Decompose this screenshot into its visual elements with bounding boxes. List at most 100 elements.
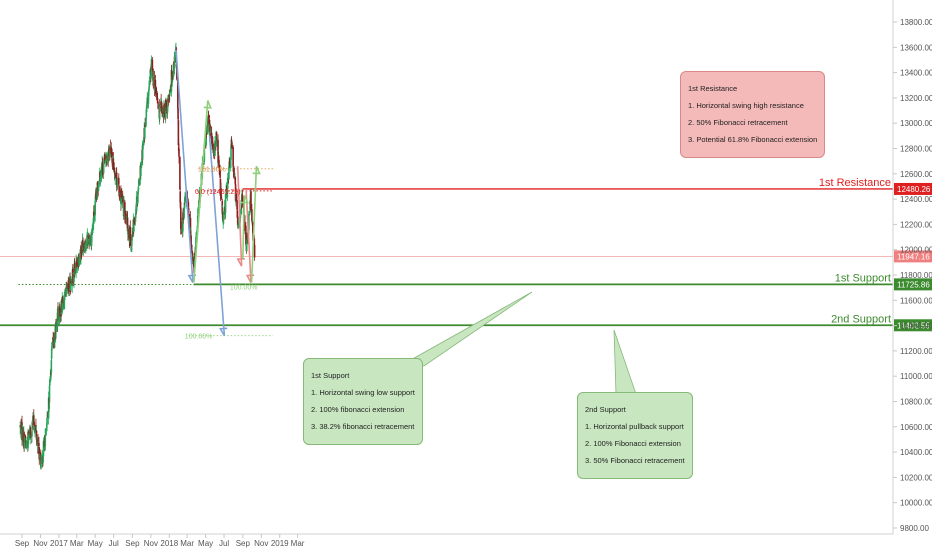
y-tick-label: 12800.00 (900, 145, 932, 154)
candle-body (46, 416, 49, 418)
y-tick-label: 10000.00 (900, 499, 932, 508)
candle-body (103, 159, 105, 165)
candle-body (61, 297, 64, 313)
candle-body (145, 117, 147, 126)
resistance1-callout: 1st Resistance 1. Horizontal swing high … (680, 71, 826, 159)
y-tick-label: 12400.00 (900, 195, 932, 204)
x-tick-label: Sep (236, 539, 251, 548)
candle-body (97, 185, 100, 191)
candle-body (187, 207, 190, 214)
candle-body (236, 200, 238, 210)
support2-price-tag-bg (894, 319, 932, 332)
candle-body (150, 58, 153, 72)
candle-body (177, 108, 179, 120)
support2-title: 2nd Support (585, 404, 626, 414)
candle-body (151, 59, 154, 69)
candle-body (148, 86, 150, 91)
candle-body (114, 173, 117, 175)
support2-callout-tail (613, 329, 637, 395)
candle-body (214, 140, 216, 156)
candle-body (205, 128, 208, 135)
candle-body (82, 246, 85, 248)
candle-body (190, 244, 193, 253)
candle-body (170, 70, 173, 81)
arrow-green-1-head (203, 100, 212, 109)
level-labels-layer: 161.80% 0.0 (12465.29) 100.00% 100.00% 1st R… (185, 167, 932, 341)
candle-body (75, 261, 77, 274)
level-name-label: 1st Support (835, 272, 891, 284)
fib-label: 0.0 (12465.29) (195, 189, 241, 196)
candle-body (159, 105, 161, 112)
candle-body (126, 217, 129, 232)
candle-body (19, 425, 21, 428)
x-tick-label: Sep (125, 539, 140, 548)
candle-body (248, 213, 250, 231)
candle-body (146, 97, 149, 103)
candle-body (51, 346, 53, 351)
candle-body (69, 289, 72, 292)
candle-body (222, 214, 225, 224)
candle-body (38, 447, 41, 460)
candle-body (92, 222, 94, 229)
candle-body (131, 234, 133, 241)
last-price-tag: 11947.16 (897, 252, 930, 261)
candle-body (177, 120, 180, 146)
arrow-green-1 (193, 100, 209, 283)
candle-body (80, 252, 83, 254)
candle-body (216, 140, 218, 142)
candle-body (23, 442, 26, 449)
candle-body (179, 156, 181, 190)
candle-body (85, 243, 87, 249)
candle-body (169, 89, 172, 91)
candle-body (115, 172, 118, 186)
candle-body (33, 421, 35, 426)
candle-body (226, 189, 229, 198)
candle-body (180, 207, 182, 230)
candle-body (156, 92, 159, 99)
candle-body (108, 148, 110, 157)
candle-body (167, 97, 170, 102)
level-name-label: 2nd Support (831, 313, 891, 325)
candle-body (120, 197, 123, 206)
support2-callout: 2nd Support 1. Horizontal pullback suppo… (577, 392, 693, 480)
candle-body (164, 107, 167, 118)
x-tick-label: May (88, 539, 103, 548)
candle-body (118, 185, 120, 196)
support2-item-3: 3. 50% Fibonacci retracement (585, 456, 685, 466)
candle-body (40, 460, 42, 469)
y-tick-label: 10200.00 (900, 473, 932, 482)
arrow-red-2 (245, 190, 252, 283)
candle-body (250, 191, 252, 210)
candle-body (25, 443, 28, 448)
candle-body (154, 86, 157, 95)
candle-body (235, 193, 237, 201)
support1-item-1: 1. Horizontal swing low support (311, 387, 415, 397)
candle-body (152, 76, 155, 84)
y-tick-label: 12600.00 (900, 170, 932, 179)
candle-body (245, 225, 247, 245)
candle-body (27, 435, 30, 439)
candle-body (110, 147, 113, 154)
resistance1-title: 1st Resistance (688, 83, 738, 93)
candle-body (134, 212, 137, 219)
candle-body (118, 178, 120, 185)
x-tick-label: Nov (144, 539, 158, 548)
candle-body (93, 215, 96, 220)
candle-body (187, 202, 190, 208)
candle-body (78, 257, 81, 259)
candle-body (232, 147, 234, 167)
x-tick-label: Nov (33, 539, 47, 548)
candle-body (93, 211, 95, 218)
resistance1-item-1: 1. Horizontal swing high resistance (688, 100, 804, 110)
fib-label: 161.80% (198, 167, 226, 174)
candle-body (140, 166, 142, 176)
candle-body (169, 92, 171, 95)
arrow-red-1 (236, 166, 243, 267)
arrow-blue-1 (175, 49, 194, 283)
y-tick-label: 13600.00 (900, 43, 932, 52)
fib-label: 100.00% (230, 284, 258, 291)
candle-body (48, 385, 51, 403)
candle-body (40, 456, 43, 462)
